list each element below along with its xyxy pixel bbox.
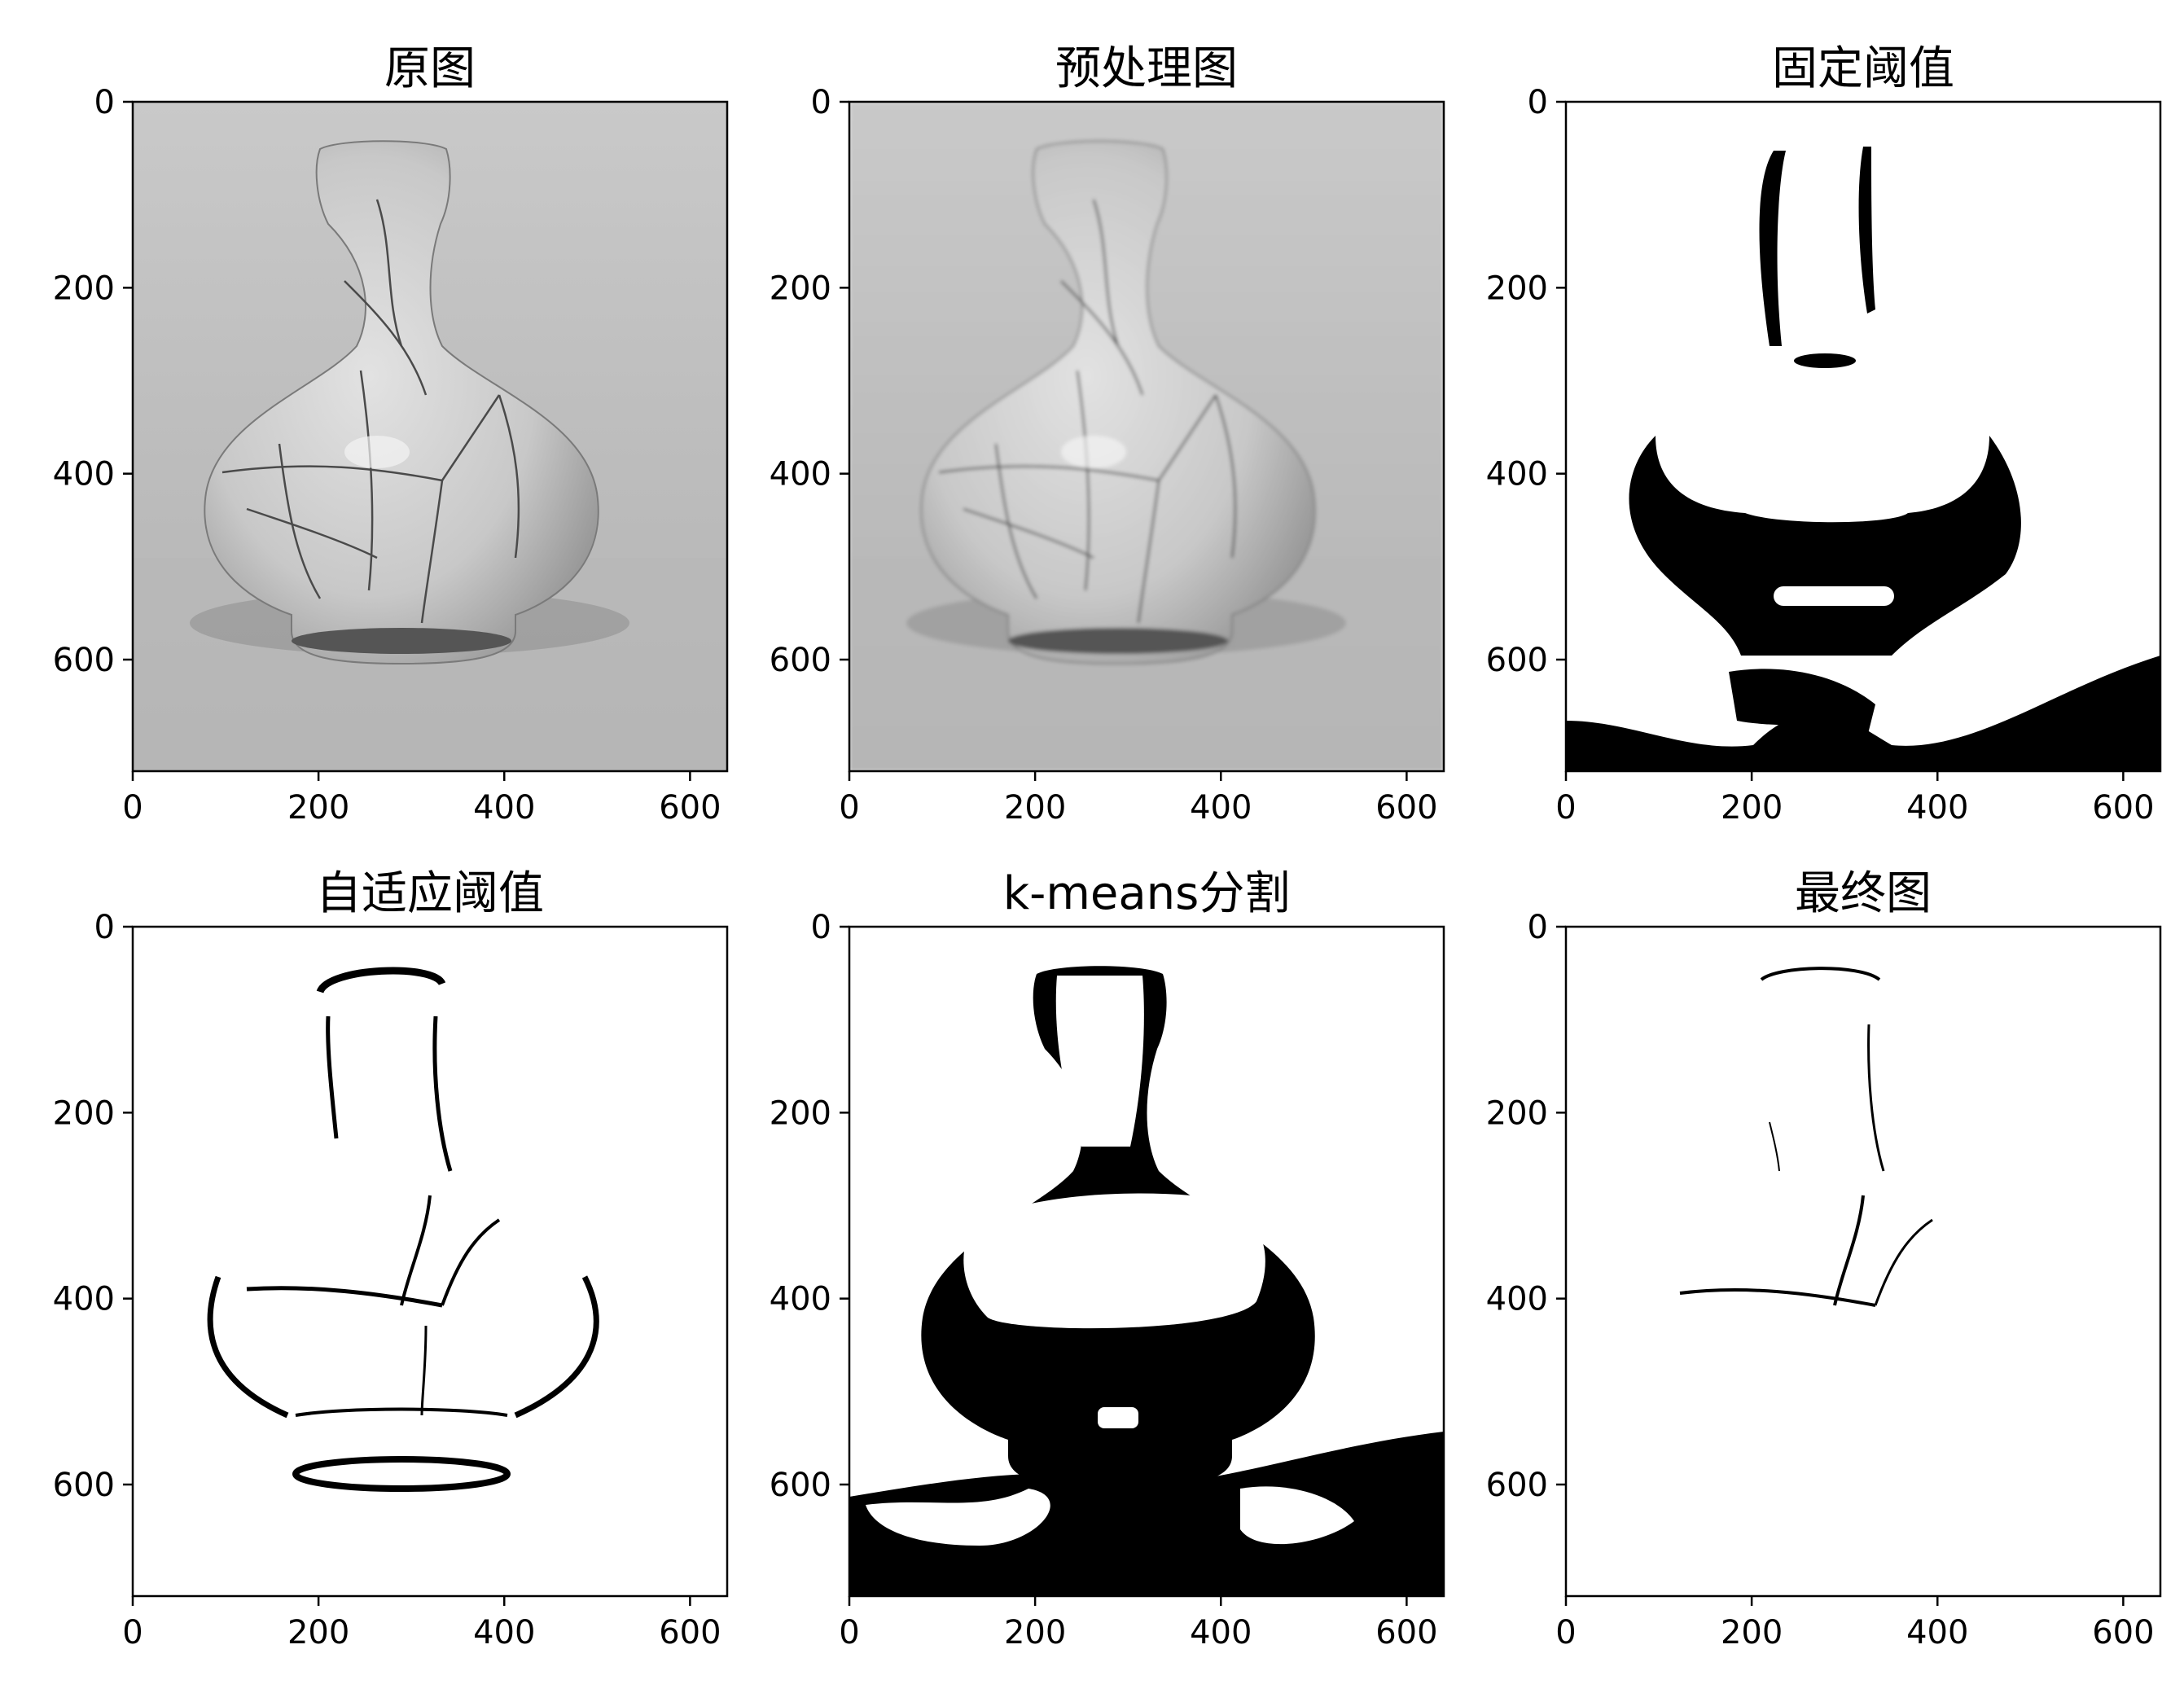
panel-image [1566, 102, 2160, 771]
x-tick-label: 400 [1190, 1614, 1252, 1651]
y-tick-label: 600 [770, 642, 831, 679]
x-tick-label: 400 [1190, 789, 1252, 827]
subplot-3: 固定阈值 0 200 400 600 0 200 400 600 [1486, 42, 2162, 827]
y-tick-label: 0 [1528, 84, 1548, 121]
y-tick-label: 400 [770, 1281, 831, 1318]
panel-image [133, 927, 727, 1596]
y-tick-label: 400 [770, 456, 831, 493]
subplot-title: k-means分割 [1003, 867, 1291, 920]
x-tick-label: 0 [122, 789, 143, 827]
x-tick-label: 200 [1004, 789, 1066, 827]
x-tick-label: 0 [839, 1614, 859, 1651]
y-tick-label: 200 [1486, 1094, 1548, 1132]
y-tick-label: 600 [770, 1467, 831, 1504]
y-tick-label: 0 [811, 909, 831, 946]
y-tick-label: 400 [53, 1281, 115, 1318]
subplot-2: 预处理图 0 200 400 600 0 200 400 600 [770, 42, 1445, 827]
x-tick-label: 600 [1375, 789, 1437, 827]
x-tick-label: 0 [839, 789, 859, 827]
x-tick-label: 400 [1906, 1614, 1968, 1651]
y-tick-label: 200 [770, 1094, 831, 1132]
x-tick-label: 200 [1721, 1614, 1783, 1651]
y-tick-label: 0 [94, 84, 115, 121]
subplot-title: 原图 [384, 42, 476, 95]
x-tick-label: 200 [287, 1614, 349, 1651]
y-tick-label: 400 [53, 456, 115, 493]
x-tick-label: 200 [1721, 789, 1783, 827]
x-tick-label: 400 [473, 1614, 535, 1651]
y-tick-label: 200 [53, 1094, 115, 1132]
subplot-5: k-means分割 0 200 400 600 0 200 400 600 [770, 867, 1445, 1651]
x-tick-label: 600 [2092, 789, 2154, 827]
subplot-6: 最终图 0 200 400 600 0 200 400 600 [1486, 867, 2162, 1651]
y-tick-label: 200 [770, 270, 831, 307]
y-tick-label: 600 [1486, 1467, 1548, 1504]
axes-frame [1564, 100, 2162, 773]
y-tick-label: 0 [811, 84, 831, 121]
x-tick-label: 400 [1906, 789, 1968, 827]
x-tick-label: 600 [659, 1614, 721, 1651]
subplot-1: 原图 0 200 400 600 0 200 400 600 [53, 42, 729, 827]
y-tick-label: 200 [1486, 270, 1548, 307]
subplot-title: 最终图 [1795, 867, 1932, 920]
y-tick-label: 600 [53, 642, 115, 679]
x-tick-label: 0 [1555, 789, 1576, 827]
x-tick-label: 0 [122, 1614, 143, 1651]
x-tick-label: 200 [1004, 1614, 1066, 1651]
axes-frame [848, 100, 1445, 773]
y-tick-label: 600 [1486, 642, 1548, 679]
axes-frame [848, 925, 1445, 1598]
subplot-title: 固定阈值 [1772, 42, 1954, 95]
x-tick-label: 200 [287, 789, 349, 827]
y-tick-label: 0 [94, 909, 115, 946]
x-tick-label: 600 [1375, 1614, 1437, 1651]
subplot-4: 自适应阈值 0 200 400 600 0 200 400 600 [53, 867, 729, 1651]
panel-image [849, 102, 1444, 771]
subplot-title: 自适应阈值 [316, 867, 544, 920]
axes-frame [131, 100, 729, 773]
y-tick-label: 600 [53, 1467, 115, 1504]
panel-image [1566, 927, 2160, 1596]
y-tick-label: 400 [1486, 456, 1548, 493]
subplot-title: 预处理图 [1055, 42, 1238, 95]
axes-frame [131, 925, 729, 1598]
panel-image [133, 102, 727, 771]
y-tick-label: 200 [53, 270, 115, 307]
y-tick-label: 400 [1486, 1281, 1548, 1318]
panel-image [849, 927, 1444, 1596]
x-tick-label: 0 [1555, 1614, 1576, 1651]
x-tick-label: 600 [659, 789, 721, 827]
y-tick-label: 0 [1528, 909, 1548, 946]
x-tick-label: 400 [473, 789, 535, 827]
x-tick-label: 600 [2092, 1614, 2154, 1651]
axes-frame [1564, 925, 2162, 1598]
